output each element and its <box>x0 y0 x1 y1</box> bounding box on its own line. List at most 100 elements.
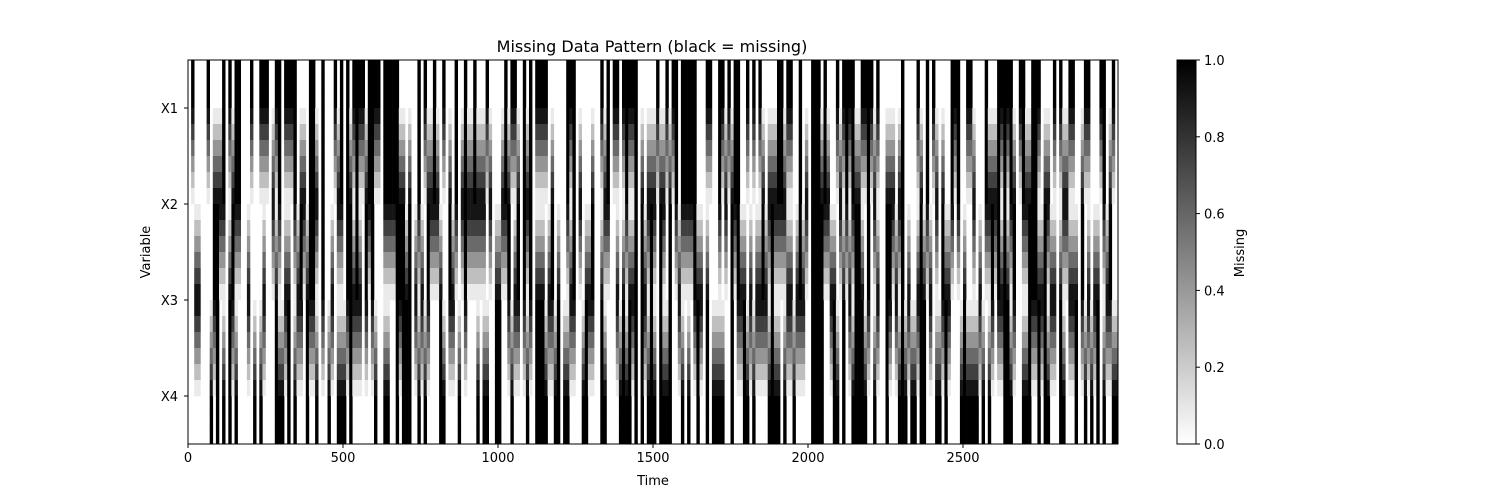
heatmap-cell <box>591 348 595 365</box>
heatmap-cell <box>383 396 387 413</box>
heatmap-cell <box>764 332 768 349</box>
heatmap-cell <box>566 92 570 109</box>
x-axis-label: Time <box>636 474 669 489</box>
heatmap-cell <box>426 188 431 205</box>
heatmap-cell <box>262 380 266 397</box>
heatmap-cell <box>191 188 195 205</box>
heatmap-cell <box>631 92 635 109</box>
heatmap-cell <box>501 284 505 301</box>
heatmap-cell <box>439 332 443 349</box>
heatmap-cell <box>352 364 356 381</box>
heatmap-cell <box>535 140 539 157</box>
heatmap-cell <box>1062 364 1066 381</box>
heatmap-cell <box>259 60 263 77</box>
heatmap-cell <box>640 140 644 157</box>
heatmap-cell <box>677 348 682 365</box>
heatmap-cell <box>866 60 871 77</box>
heatmap-cell <box>339 204 344 221</box>
heatmap-cell <box>516 332 520 349</box>
heatmap-cell <box>265 188 269 205</box>
heatmap-cell <box>315 428 319 444</box>
heatmap-cell <box>1096 316 1100 333</box>
heatmap-cell <box>194 380 198 397</box>
heatmap-cell <box>634 172 638 189</box>
heatmap-cell <box>339 316 344 333</box>
heatmap-cell <box>860 396 865 413</box>
heatmap-cell <box>274 252 279 269</box>
heatmap-cell <box>863 156 868 173</box>
heatmap-cell <box>956 268 961 285</box>
heatmap-cell <box>677 204 682 221</box>
heatmap-cell <box>857 412 861 429</box>
heatmap-cell <box>308 252 313 269</box>
heatmap-cell <box>600 364 604 381</box>
heatmap-cell <box>1059 268 1063 285</box>
heatmap-cell <box>600 60 604 77</box>
heatmap-cell <box>876 204 880 221</box>
heatmap-cell <box>606 204 610 221</box>
heatmap-cell <box>358 156 362 173</box>
heatmap-cell <box>417 316 421 333</box>
heatmap-cell <box>1043 252 1047 269</box>
heatmap-cell <box>352 316 356 333</box>
heatmap-cell <box>1071 172 1075 189</box>
heatmap-cell <box>550 284 555 301</box>
heatmap-cell <box>870 172 874 189</box>
heatmap-cell <box>463 252 468 269</box>
heatmap-cell <box>690 172 694 189</box>
heatmap-cell <box>795 268 799 285</box>
heatmap-cell <box>1031 300 1035 317</box>
heatmap-cell <box>907 268 911 285</box>
heatmap-cell <box>662 316 666 333</box>
heatmap-cell <box>649 108 654 125</box>
heatmap-cell <box>842 156 846 173</box>
heatmap-cell <box>395 316 400 333</box>
heatmap-cell <box>389 76 393 93</box>
heatmap-cell <box>829 236 834 253</box>
heatmap-cell <box>997 172 1001 189</box>
heatmap-cell <box>197 300 201 317</box>
heatmap-cell <box>498 316 502 333</box>
heatmap-cell <box>522 156 527 173</box>
heatmap-cell <box>408 204 412 221</box>
heatmap-cell <box>330 364 334 381</box>
heatmap-cell <box>339 156 344 173</box>
heatmap-cell <box>777 284 781 301</box>
heatmap-cell <box>966 108 970 125</box>
heatmap-cell <box>711 412 716 429</box>
heatmap-cell <box>321 188 325 205</box>
heatmap-cell <box>1049 236 1054 253</box>
heatmap-cell <box>321 236 325 253</box>
heatmap-cell <box>718 348 722 365</box>
heatmap-cell <box>1009 332 1013 349</box>
heatmap-cell <box>482 380 486 397</box>
heatmap-cell <box>1068 60 1072 77</box>
colorbar: 0.00.20.40.60.81.0 Missing <box>1176 54 1248 453</box>
heatmap-cell <box>885 396 889 413</box>
heatmap-cell <box>1059 188 1063 205</box>
heatmap-cell <box>330 348 334 365</box>
heatmap-cell <box>398 252 403 269</box>
heatmap-cell <box>671 172 675 189</box>
heatmap-cell <box>271 124 276 141</box>
heatmap-cell <box>873 252 877 269</box>
heatmap-cell <box>284 60 288 77</box>
heatmap-cell <box>1071 156 1075 173</box>
heatmap-cell <box>922 412 927 429</box>
heatmap-cell <box>755 332 759 349</box>
heatmap-cell <box>485 332 489 349</box>
heatmap-cell <box>556 364 561 381</box>
heatmap-cell <box>972 252 976 269</box>
heatmap-cell <box>383 140 387 157</box>
heatmap-cell <box>370 300 375 317</box>
heatmap-cell <box>625 124 629 141</box>
heatmap-cell <box>349 364 353 381</box>
heatmap-cell <box>628 380 632 397</box>
heatmap-cell <box>494 300 499 317</box>
heatmap-cell <box>690 108 694 125</box>
heatmap-cell <box>634 60 638 77</box>
heatmap-cell <box>1003 172 1007 189</box>
heatmap-cell <box>299 380 303 397</box>
heatmap-cell <box>212 364 217 381</box>
heatmap-cell <box>299 156 303 173</box>
